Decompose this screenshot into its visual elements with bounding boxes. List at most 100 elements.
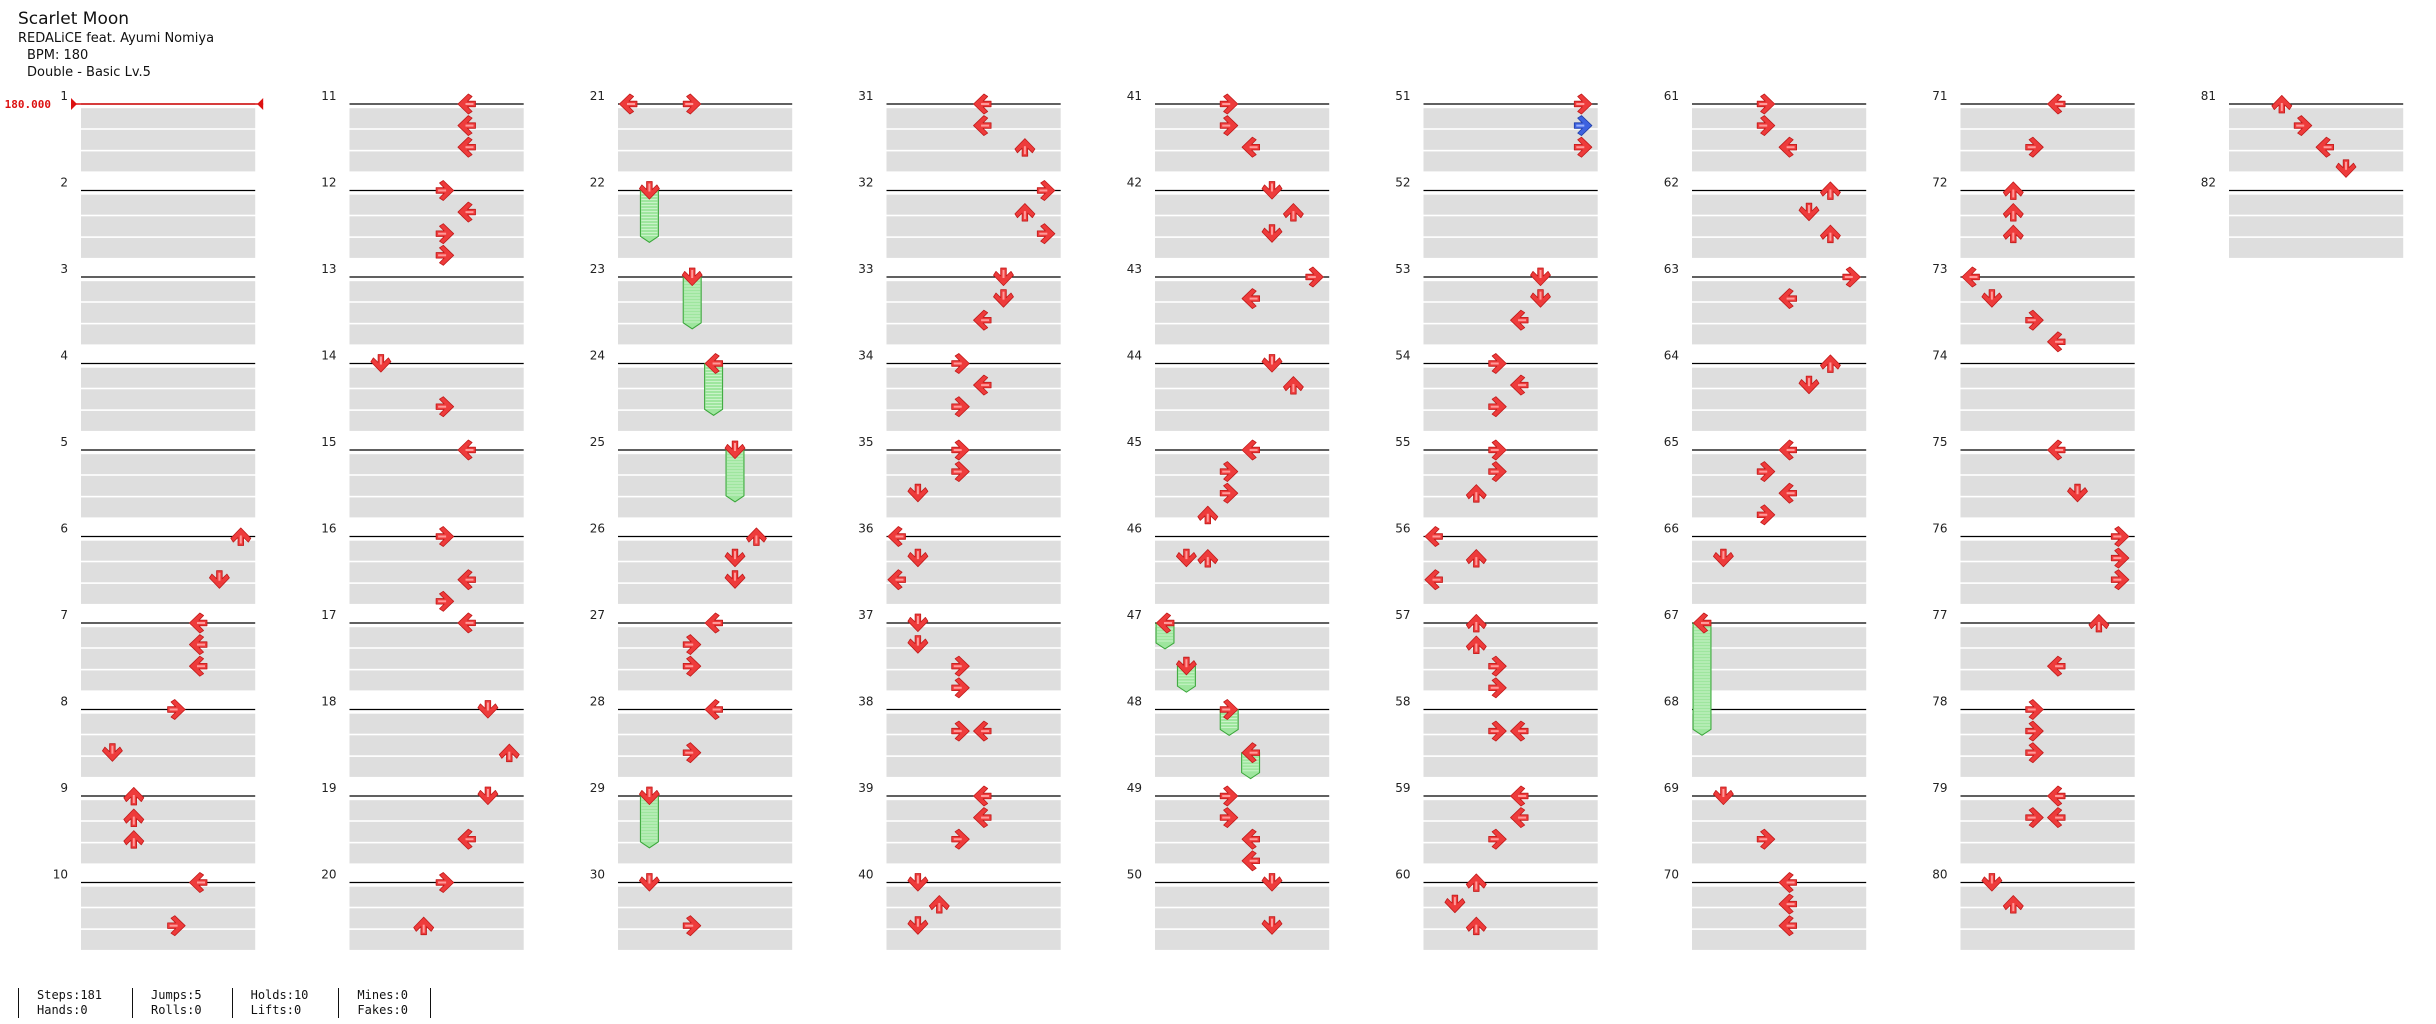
bpm-change-marker: 180.000 <box>5 98 264 111</box>
arrow-right-icon <box>1488 720 1507 742</box>
arrow-right-icon <box>2293 115 2313 136</box>
measure-number: 71 <box>1932 89 1947 103</box>
hold-body <box>1692 622 1712 736</box>
measure-band <box>349 713 524 734</box>
measure-band <box>1155 562 1330 583</box>
arrow-down-icon <box>1530 289 1551 308</box>
measure-44: 44 <box>1127 349 1330 431</box>
measure-number: 39 <box>858 781 873 795</box>
arrow-left-icon <box>1778 872 1797 893</box>
measure-band <box>1692 800 1867 821</box>
measure-band <box>1692 497 1867 518</box>
arrow-right-icon <box>167 699 186 720</box>
arrow-up-icon <box>1014 138 1036 157</box>
arrow-down-icon <box>907 613 929 632</box>
arrow-down-icon <box>907 548 929 568</box>
measure-band <box>886 540 1061 561</box>
arrow-down-icon <box>724 570 746 589</box>
measure-band <box>886 583 1061 604</box>
arrow-down-icon <box>1261 181 1283 200</box>
arrow-right-icon <box>1756 504 1776 526</box>
stat-group-mines: Mines:0 Fakes:0 <box>338 988 431 1018</box>
measure-21: 21 <box>590 89 793 172</box>
measure-band <box>349 908 524 929</box>
arrow-down-icon <box>1444 894 1466 914</box>
arrow-down-icon <box>2067 483 2088 503</box>
measure-band <box>81 821 256 842</box>
measure-number: 46 <box>1127 522 1142 536</box>
measure-band <box>1692 324 1867 345</box>
arrow-down-icon <box>1530 267 1551 286</box>
measure-number: 54 <box>1395 349 1410 363</box>
measure-number: 57 <box>1395 608 1410 622</box>
measure-number: 60 <box>1395 868 1410 882</box>
arrow-left-icon <box>704 699 723 720</box>
arrow-left-icon <box>457 612 476 634</box>
measure-number: 25 <box>590 435 605 449</box>
measure-band <box>618 324 793 345</box>
measure-number: 12 <box>321 176 336 190</box>
song-artist: REDALiCE feat. Ayumi Nomiya <box>18 31 215 46</box>
arrow-down-icon <box>208 570 230 589</box>
measure-band <box>1155 583 1330 604</box>
measure-band <box>1692 151 1867 172</box>
arrow-down-icon <box>1261 873 1283 892</box>
measure-band <box>1155 540 1330 561</box>
measure-band <box>618 540 793 561</box>
measure-band <box>1423 237 1598 258</box>
measure-band <box>81 540 256 561</box>
measure-number: 4 <box>60 349 68 363</box>
measure-band <box>886 216 1061 237</box>
measure-band <box>349 475 524 496</box>
measure-band <box>81 389 256 410</box>
measure-82: 82 <box>2201 176 2404 258</box>
arrow-left-icon <box>1241 742 1260 764</box>
arrow-right-icon <box>1756 93 1776 115</box>
measure-band <box>1155 886 1330 907</box>
measure-band <box>1960 735 2135 756</box>
arrow-up-icon <box>1465 549 1487 568</box>
measure-band <box>81 302 256 323</box>
arrow-down-icon <box>2335 159 2357 178</box>
measure-number: 22 <box>590 176 605 190</box>
measure-band <box>1155 389 1330 410</box>
arrow-left-icon <box>457 115 476 136</box>
measure-band <box>1960 800 2135 821</box>
arrow-left-icon <box>704 353 723 374</box>
measure-band <box>1960 713 2135 734</box>
arrow-up-icon <box>1197 505 1219 525</box>
arrow-up-icon <box>2002 181 2024 200</box>
arrow-left-icon <box>1778 482 1797 504</box>
measure-band <box>349 237 524 258</box>
measure-number: 36 <box>858 522 873 536</box>
measure-27: 27 <box>590 608 793 691</box>
arrow-left-icon <box>973 309 992 331</box>
measure-band <box>81 367 256 388</box>
measure-band <box>1960 627 2135 648</box>
arrow-left-icon <box>189 655 208 677</box>
measure-number: 37 <box>858 608 873 622</box>
arrow-right-icon <box>2110 526 2130 547</box>
measure-band <box>1423 129 1598 150</box>
measure-band <box>1692 843 1867 864</box>
measure-36: 36 <box>858 522 1061 604</box>
arrow-up-icon <box>2002 203 2024 222</box>
measure-78: 78 <box>1932 695 2135 777</box>
arrow-down-icon <box>1261 354 1283 373</box>
measure-number: 7 <box>60 608 68 622</box>
arrow-right-icon <box>1488 396 1507 418</box>
measure-6: 6 <box>60 522 256 604</box>
song-bpm: BPM: 180 <box>27 48 89 63</box>
arrow-down-icon <box>993 289 1014 308</box>
measure-band <box>349 583 524 604</box>
measure-number: 14 <box>321 349 336 363</box>
measure-band <box>1960 756 2135 777</box>
measure-65: 65 <box>1664 435 1867 518</box>
arrow-right-icon <box>1219 807 1239 828</box>
measure-number: 30 <box>590 868 605 882</box>
arrow-right-icon <box>682 634 702 655</box>
arrow-left-icon <box>1424 569 1443 591</box>
arrow-down-icon <box>1713 548 1734 568</box>
measure-24: 24 <box>590 349 793 431</box>
measure-number: 42 <box>1127 176 1142 190</box>
